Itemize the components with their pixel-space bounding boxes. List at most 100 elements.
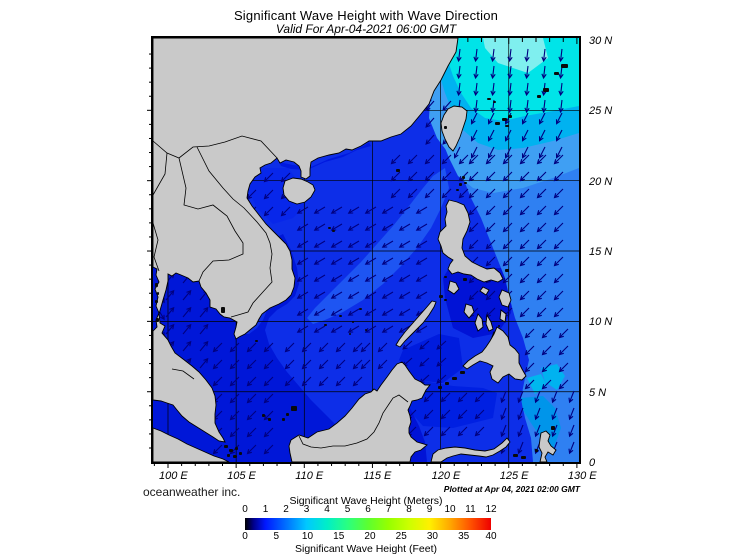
- wave-arrow-molucca-sea: [500, 407, 507, 421]
- wave-arrow-celebes-sea: [423, 392, 434, 403]
- chart-valid-time: Valid For Apr-04-2021 06:00 GMT: [275, 22, 457, 36]
- small-island: [459, 183, 462, 186]
- wave-arrow-philippine-sea: [553, 256, 564, 267]
- wave-arrow-south-china-sea: [330, 308, 343, 316]
- lon-label-105: 105 E: [227, 470, 256, 482]
- plotted-timestamp: Plotted at Apr 04, 2021 02:00 GMT: [443, 484, 580, 494]
- wave-arrow-philippine-sea: [519, 222, 530, 233]
- wave-arrow-south-scs-west: [263, 410, 274, 421]
- wave-arrow-ryukyu-south: [538, 112, 546, 125]
- wave-arrow-south-china-sea: [347, 257, 360, 265]
- colorbar-gradient: [245, 518, 491, 530]
- wave-arrow-molucca-sea: [551, 407, 558, 421]
- wave-arrow-east-china-sea: [524, 99, 530, 114]
- wave-arrow-east-china-sea: [524, 82, 530, 97]
- wave-arrow-south-scs-west: [229, 359, 240, 370]
- wave-arrow-ryukyu-south: [504, 129, 512, 142]
- wave-arrow-philippine-sea: [519, 239, 530, 250]
- wave-arrow-east-china-sea: [490, 65, 496, 80]
- sulu-sea-band: [399, 334, 463, 383]
- wave-arrow-east-china-sea: [507, 99, 513, 114]
- wave-arrow-south-scs-west: [246, 376, 257, 387]
- wave-arrow-taiwan-strait: [442, 100, 452, 111]
- wave-arrow-south-china-sea: [313, 274, 326, 282]
- wave-arrow-philippine-sea: [502, 205, 513, 216]
- wave-arrow-molucca-sea: [568, 441, 575, 455]
- wave-arrow-philippine-sea: [536, 290, 547, 301]
- wave-arrow-philippine-sea-south: [541, 362, 552, 373]
- wave-arrow-philippine-sea: [553, 171, 564, 182]
- mainland-asia-landmass: [152, 37, 459, 443]
- philippine-inner-seas-band: [443, 268, 513, 338]
- wave-arrow-philippine-sea-south: [524, 345, 535, 356]
- wave-arrow-south-china-sea: [381, 206, 394, 214]
- wave-arrow-philippine-sea-south: [541, 379, 552, 390]
- feet-tick-35: 35: [458, 531, 470, 542]
- wave-arrow-east-china-sea: [490, 82, 496, 97]
- borneo-island: [288, 361, 431, 463]
- lon-label-100: 100 E: [158, 470, 188, 482]
- mindanao-island: [462, 326, 527, 384]
- small-island: [444, 276, 447, 278]
- wave-arrow-philippine-sea: [519, 188, 530, 199]
- wave-arrow-molucca-sea: [517, 424, 524, 438]
- small-island: [235, 447, 238, 450]
- wave-arrow-south-scs-mid: [284, 342, 295, 353]
- small-island: [365, 329, 367, 331]
- wave-arrow-luzon-strait: [424, 188, 435, 199]
- wave-arrow-gulf-of-thailand: [182, 340, 192, 352]
- wave-arrow-south-scs-west: [246, 410, 257, 421]
- wave-arrow-south-scs-mid: [352, 359, 363, 370]
- wave-arrow-south-scs-west: [246, 359, 257, 370]
- wave-arrow-philippine-sea: [468, 239, 479, 250]
- wave-arrow-gulf-of-thailand: [199, 306, 209, 318]
- wave-arrow-south-scs-east: [377, 359, 388, 370]
- wave-arrow-south-china-sea: [381, 308, 394, 316]
- wave-arrow-south-scs-west: [246, 444, 257, 455]
- wave-arrow-philippine-sea: [502, 273, 513, 284]
- wave-arrow-philippine-sea: [536, 205, 547, 216]
- wave-arrow-molucca-sea: [534, 390, 541, 404]
- wave-arrow-sulu-sea: [419, 357, 430, 367]
- hainan-island: [282, 177, 316, 205]
- lat-label-0: 0: [589, 457, 596, 470]
- small-island: [502, 118, 507, 121]
- small-island: [286, 413, 289, 416]
- cebu-island: [485, 313, 494, 332]
- wave-arrow-philippine-sea: [502, 188, 513, 199]
- wave-arrow-east-china-sea: [490, 48, 496, 63]
- country-border-layer: [152, 135, 409, 449]
- wave-arrow-philippine-sea: [485, 154, 496, 165]
- wave-arrow-molucca-sea: [551, 424, 558, 438]
- wave-arrow-south-china-sea: [330, 240, 343, 248]
- wave-arrow-philippine-sea: [536, 171, 547, 182]
- wave-arrow-sulu-sea: [419, 340, 430, 350]
- wave-arrow-philippine-sea-south: [524, 328, 535, 339]
- small-island: [224, 445, 228, 448]
- wave-arrow-ryukyu-south: [555, 112, 563, 125]
- wave-arrow-luzon-strait: [441, 171, 452, 182]
- wave-arrow-celebes-sea: [457, 426, 468, 437]
- wave-arrow-east-china-sea: [558, 99, 564, 114]
- wave-arrow-south-scs-mid: [284, 376, 295, 387]
- wave-arrow-south-china-sea: [381, 240, 394, 248]
- small-island: [239, 452, 242, 455]
- wave-arrow-south-china-sea: [364, 325, 377, 333]
- wave-arrow-south-china-sea: [347, 240, 360, 248]
- wave-arrow-taiwan-strait: [425, 117, 435, 128]
- wave-arrow-ryukyu-south: [538, 146, 546, 159]
- wave-arrow-south-china-sea: [296, 308, 309, 316]
- wave-arrow-south-china-sea: [330, 325, 343, 333]
- small-island: [463, 278, 467, 281]
- wave-arrow-east-china-sea: [558, 65, 564, 80]
- small-island: [328, 227, 331, 229]
- wave-arrow-philippine-sea: [468, 290, 479, 301]
- wave-arrow-south-china-sea: [313, 240, 326, 248]
- wave-arrow-philippine-sea-south: [558, 345, 569, 356]
- wave-arrow-south-china-sea: [296, 223, 309, 231]
- top-right-pale-cyan-patch: [483, 38, 548, 73]
- wave-arrow-philippine-sea: [485, 171, 496, 182]
- wave-arrow-luzon-strait: [407, 188, 418, 199]
- wave-arrow-south-scs-west: [263, 376, 274, 387]
- wave-arrow-philippine-sea: [536, 154, 547, 165]
